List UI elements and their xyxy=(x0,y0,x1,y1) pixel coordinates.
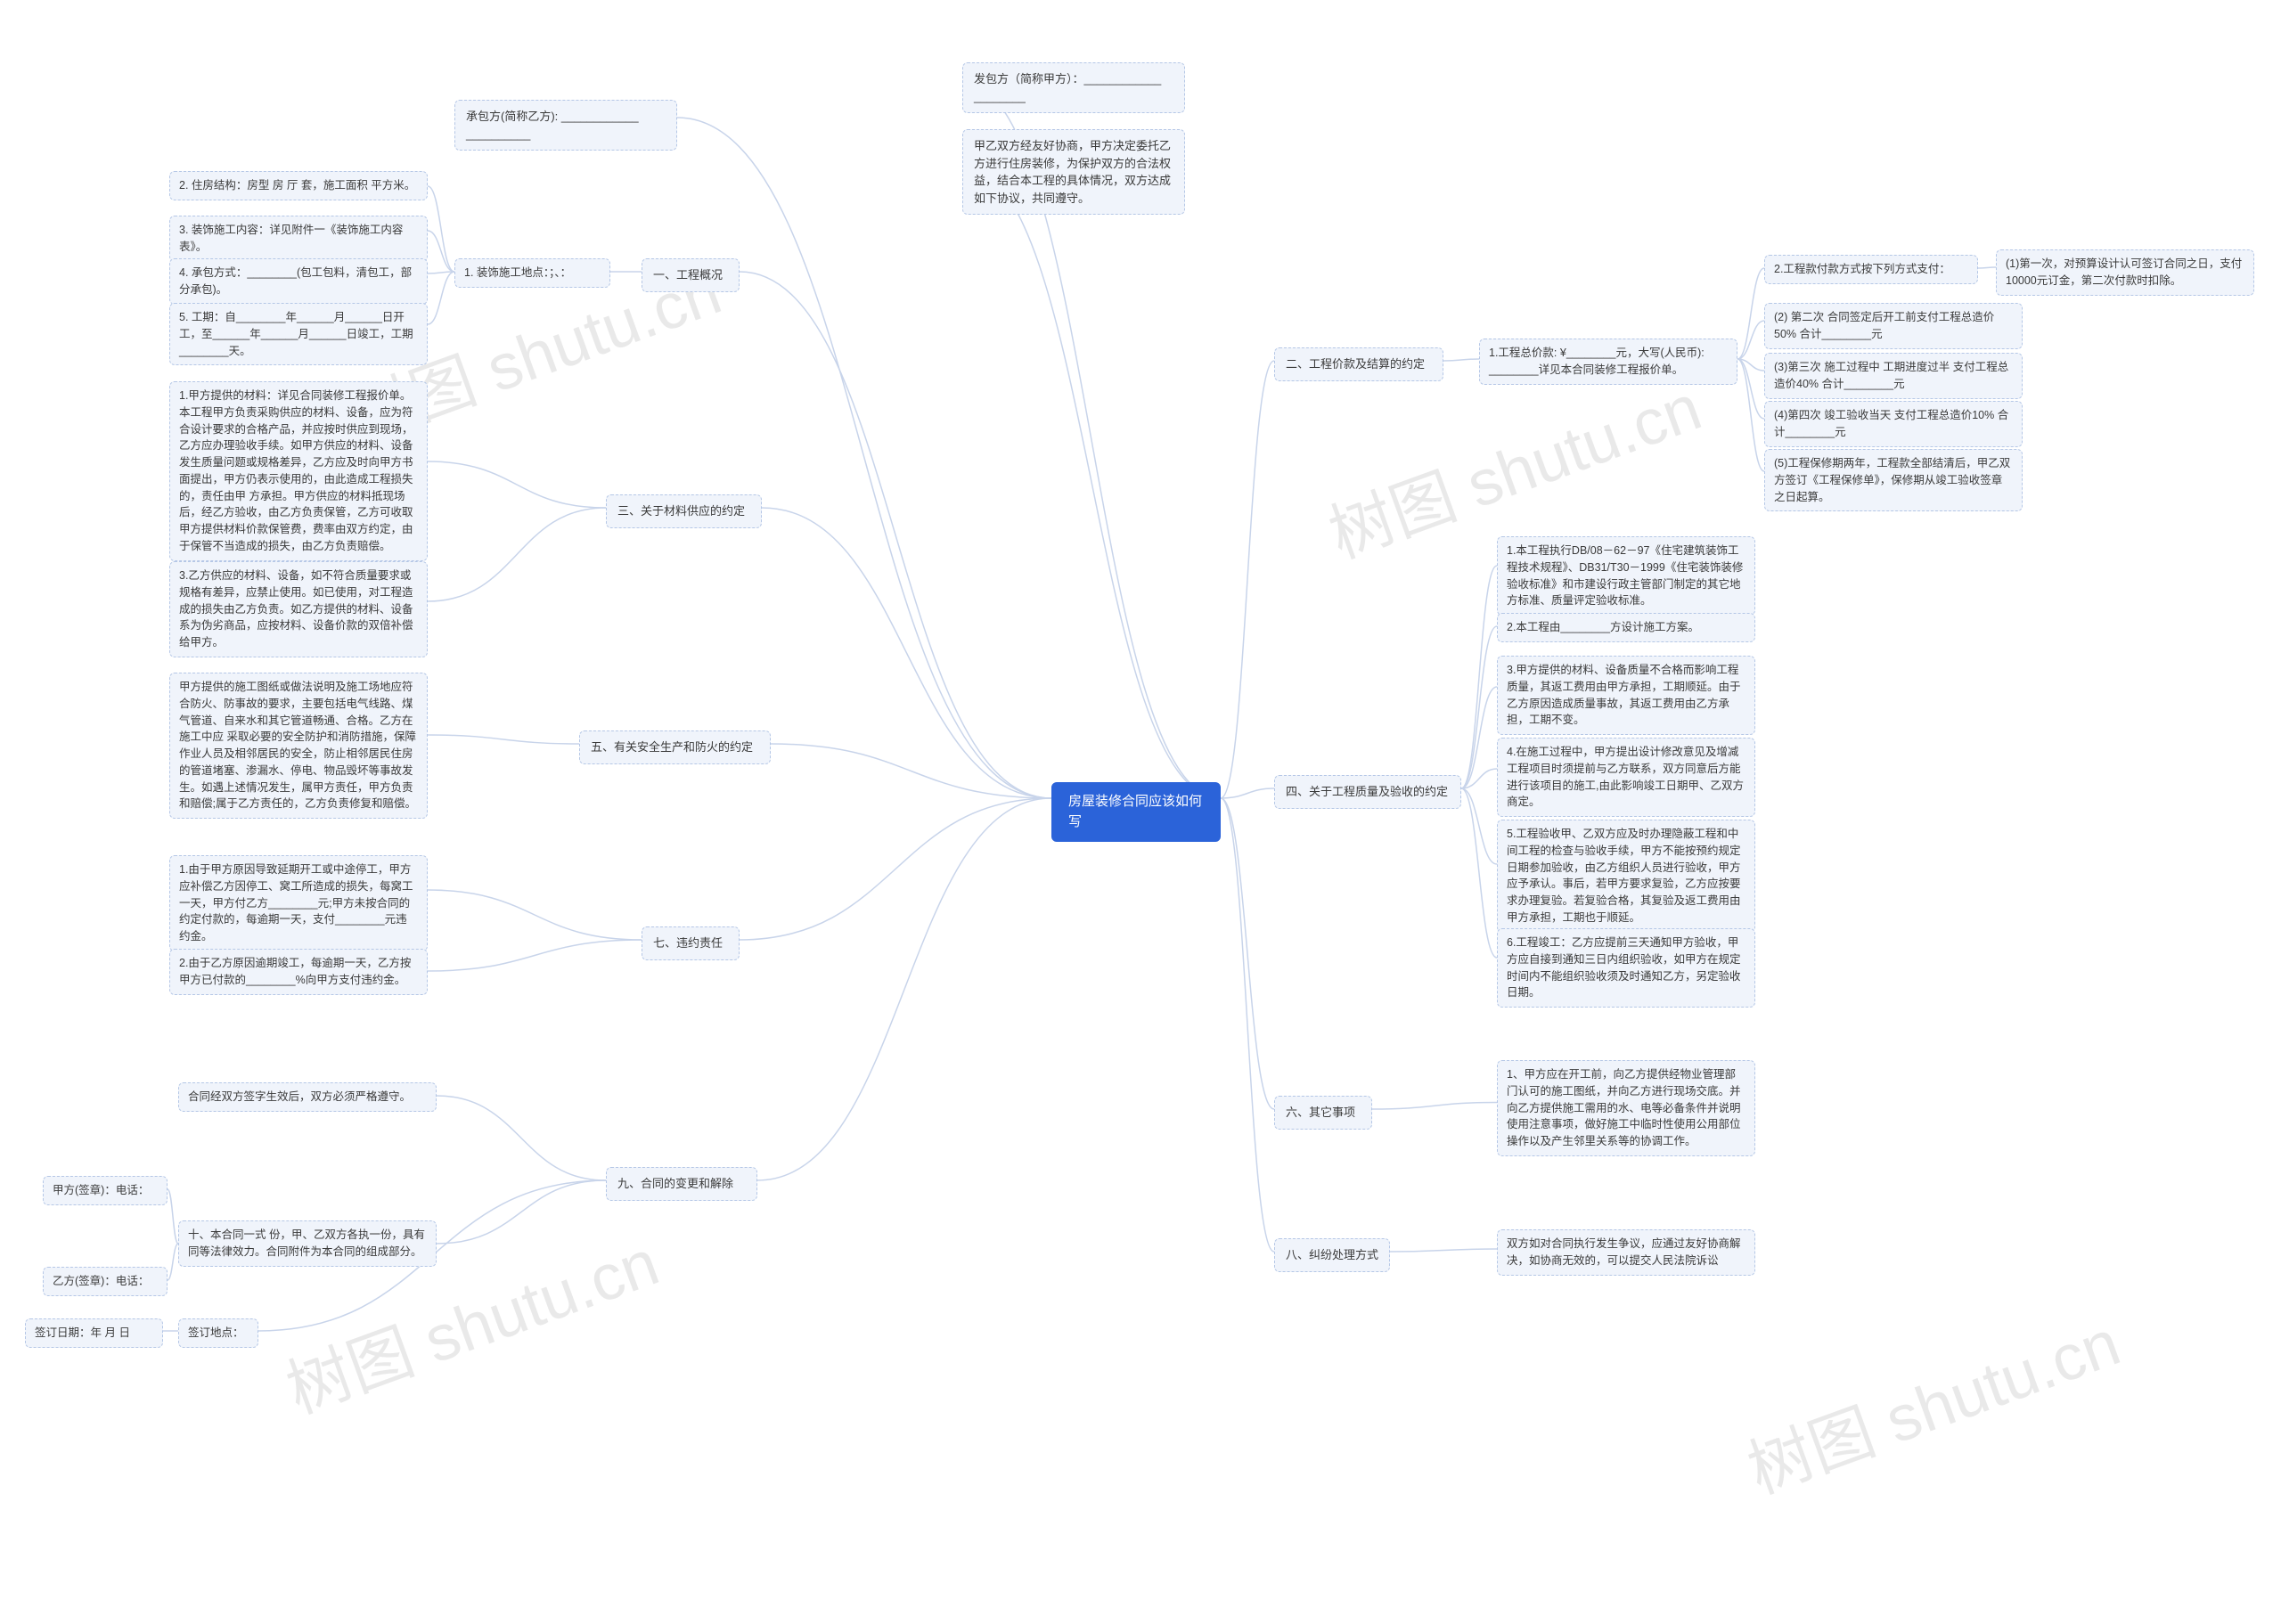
node-right-2-0-1: (2) 第二次 合同签定后开工前支付工程总造价50% 合计________元 xyxy=(1764,303,2023,349)
node-left-4-0: 1.由于甲方原因导致延期开工或中途停工，甲方应补偿乙方因停工、窝工所造成的损失，… xyxy=(169,855,428,951)
node-left-5-1: 十、本合同一式 份，甲、乙双方各执一份，具有同等法律效力。合同附件为本合同的组成… xyxy=(178,1220,437,1267)
node-right-2: 二、工程价款及结算的约定 xyxy=(1274,347,1443,381)
node-right-0: 发包方（简称甲方）：____________ ________ xyxy=(962,62,1185,113)
root-node: 房屋装修合同应该如何写 xyxy=(1051,782,1221,842)
node-right-2-0-3: (4)第四次 竣工验收当天 支付工程总造价10% 合计________元 xyxy=(1764,401,2023,447)
node-right-3: 四、关于工程质量及验收的约定 xyxy=(1274,775,1461,809)
node-right-4-0: 1、甲方应在开工前，向乙方提供经物业管理部门认可的施工图纸，并向乙方进行现场交底… xyxy=(1497,1060,1755,1156)
node-left-5-1-1: 乙方(签章)：电话： xyxy=(43,1267,168,1296)
node-left-1-0: 1. 装饰施工地点：；、： xyxy=(454,258,610,288)
node-right-1: 甲乙双方经友好协商，甲方决定委托乙方进行住房装修，为保护双方的合法权益，结合本工… xyxy=(962,129,1185,215)
node-left-5: 九、合同的变更和解除 xyxy=(606,1167,757,1201)
node-left-1: 一、工程概况 xyxy=(642,258,740,292)
node-left-1-0-3: 5. 工期：自________年______月______日开工，至______… xyxy=(169,303,428,365)
node-left-4: 七、违约责任 xyxy=(642,926,740,960)
node-right-5: 八、纠纷处理方式 xyxy=(1274,1238,1390,1272)
node-left-5-2-0: 签订日期：年 月 日 xyxy=(25,1318,163,1348)
node-right-5-0: 双方如对合同执行发生争议，应通过友好协商解决，如协商无效的，可以提交人民法院诉讼 xyxy=(1497,1229,1755,1276)
node-left-1-0-0: 2. 住房结构：房型 房 厅 套，施工面积 平方米。 xyxy=(169,171,428,200)
node-right-3-0: 1.本工程执行DB/08－62－97《住宅建筑装饰工程技术规程》、DB31/T3… xyxy=(1497,536,1755,616)
node-left-4-1: 2.由于乙方原因逾期竣工，每逾期一天，乙方按甲方已付款的________%向甲方… xyxy=(169,949,428,995)
watermark: 树图 shutu.cn xyxy=(1733,1291,2130,1512)
node-left-0: 承包方(简称乙方): ____________ __________ xyxy=(454,100,677,151)
node-left-5-1-0: 甲方(签章)：电话： xyxy=(43,1176,168,1205)
node-left-1-0-1: 3. 装饰施工内容：详见附件一《装饰施工内容表》。 xyxy=(169,216,428,262)
node-right-3-2: 3.甲方提供的材料、设备质量不合格而影响工程质量，其返工费用由甲方承担，工期顺延… xyxy=(1497,656,1755,735)
node-right-2-0-2: (3)第三次 施工过程中 工期进度过半 支付工程总造价40% 合计_______… xyxy=(1764,353,2023,399)
node-right-3-5: 6.工程竣工：乙方应提前三天通知甲方验收，甲方应自接到通知三日内组织验收，如甲方… xyxy=(1497,928,1755,1008)
node-right-3-4: 5.工程验收甲、乙双方应及时办理隐蔽工程和中间工程的检查与验收手续，甲方不能按预… xyxy=(1497,820,1755,933)
node-left-2: 三、关于材料供应的约定 xyxy=(606,494,762,528)
node-left-2-1: 3.乙方供应的材料、设备，如不符合质量要求或规格有差异，应禁止使用。如已使用，对… xyxy=(169,561,428,657)
node-right-2-0: 1.工程总价款: ¥________元，大写(人民币): ________详见本… xyxy=(1479,339,1737,385)
node-left-3-0: 甲方提供的施工图纸或做法说明及施工场地应符合防火、防事故的要求，主要包括电气线路… xyxy=(169,673,428,819)
node-right-2-0-0-0: (1)第一次，对预算设计认可签订合同之日，支付10000元订金，第二次付款时扣除… xyxy=(1996,249,2254,296)
node-left-3: 五、有关安全生产和防火的约定 xyxy=(579,730,771,764)
node-left-5-2: 签订地点： xyxy=(178,1318,258,1348)
node-right-4: 六、其它事项 xyxy=(1274,1096,1372,1130)
node-right-3-1: 2.本工程由________方设计施工方案。 xyxy=(1497,613,1755,642)
node-left-1-0-2: 4. 承包方式：________(包工包料，清包工，部分承包)。 xyxy=(169,258,428,305)
node-left-5-0: 合同经双方签字生效后，双方必须严格遵守。 xyxy=(178,1082,437,1112)
node-right-2-0-4: (5)工程保修期两年，工程款全部结清后，甲乙双方签订《工程保修单》，保修期从竣工… xyxy=(1764,449,2023,511)
node-left-2-0: 1.甲方提供的材料：详见合同装修工程报价单。本工程甲方负责采购供应的材料、设备，… xyxy=(169,381,428,561)
node-right-2-0-0: 2.工程款付款方式按下列方式支付： xyxy=(1764,255,1978,284)
node-right-3-3: 4.在施工过程中，甲方提出设计修改意见及增减工程项目时须提前与乙方联系，双方同意… xyxy=(1497,738,1755,817)
